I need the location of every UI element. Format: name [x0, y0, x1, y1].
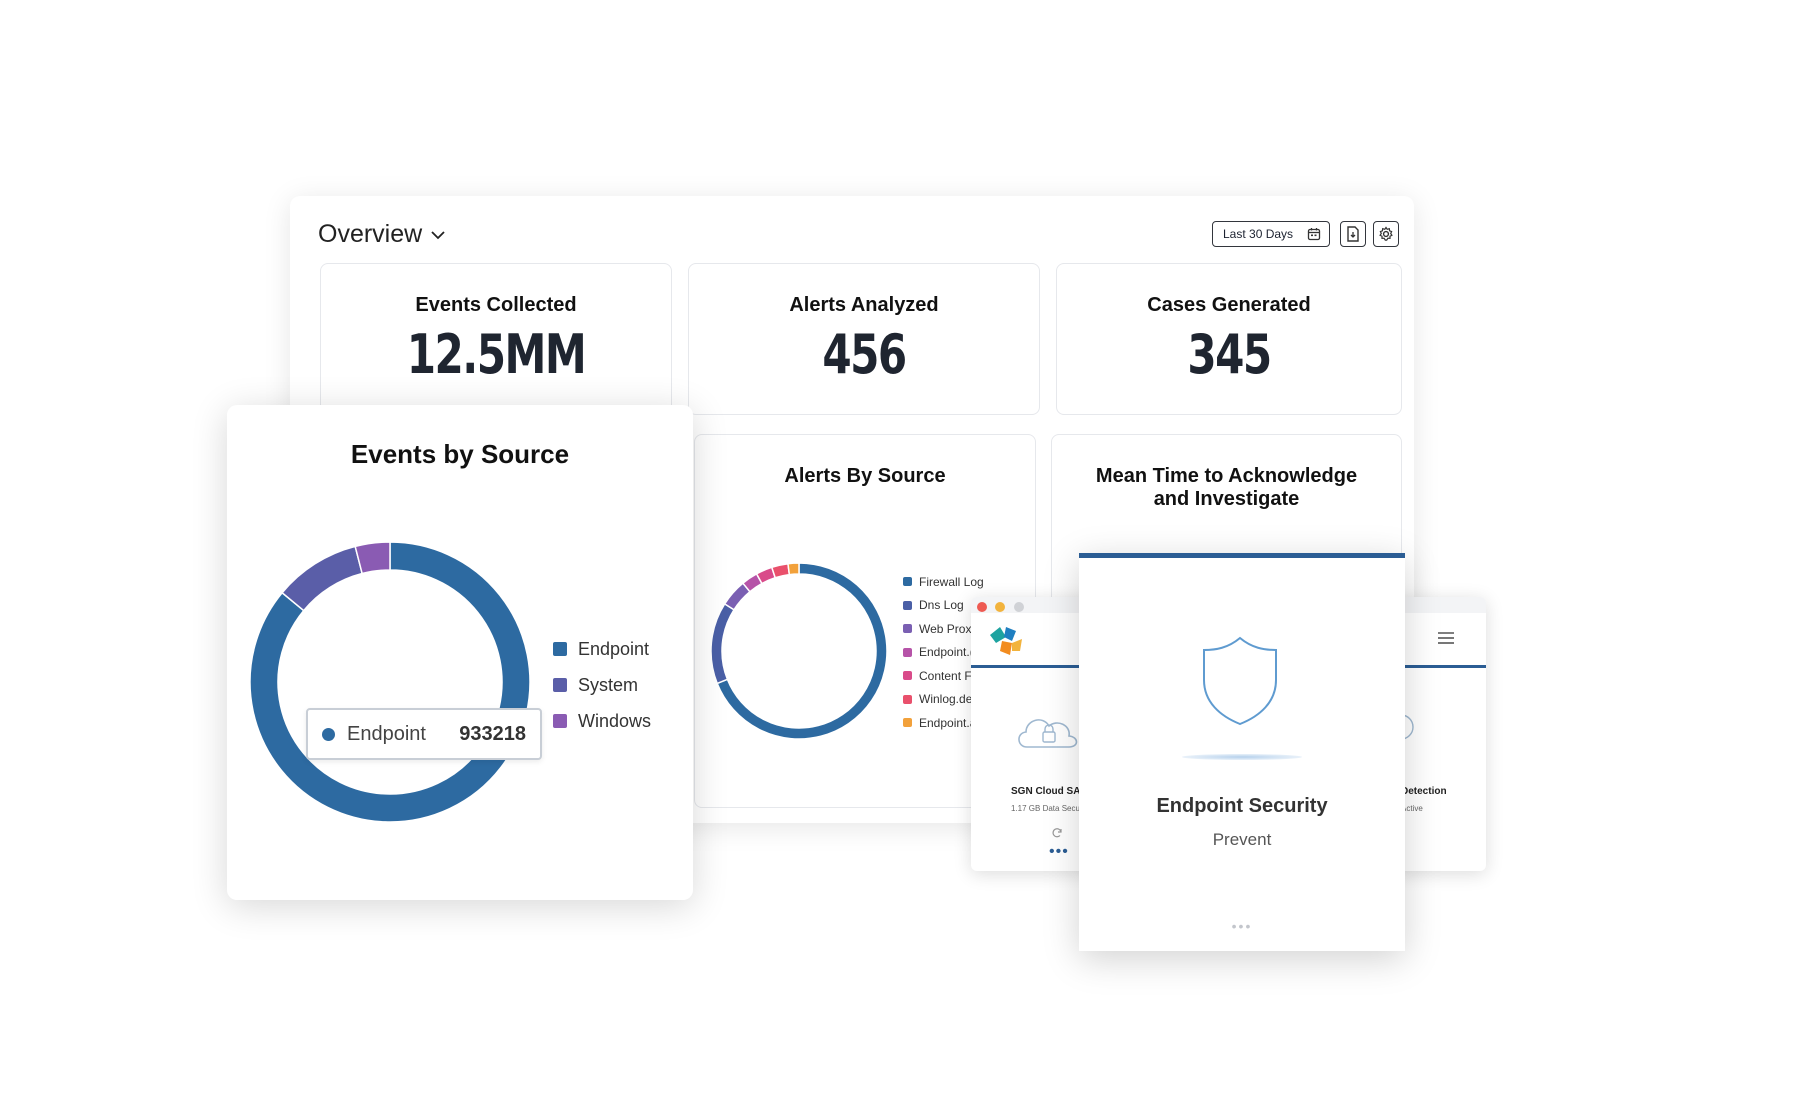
endpoint-status: Prevent: [1212, 830, 1272, 849]
donut-slice-endpoint-a[interactable]: [787, 562, 800, 576]
legend-label: Endpoint.a: [919, 715, 977, 730]
card-title: Events by Source: [350, 439, 570, 469]
legend-item[interactable]: Content F: [903, 664, 984, 688]
legend-swatch: [903, 647, 912, 657]
kpi-label: Cases Generated: [1147, 294, 1311, 316]
close-window-icon[interactable]: [977, 602, 987, 612]
legend-item[interactable]: Endpoint: [553, 631, 651, 667]
legend-item[interactable]: Web Prox: [903, 617, 984, 641]
endpoint-security-card[interactable]: Endpoint Security Prevent •••: [1079, 553, 1405, 951]
tooltip-value: 933218: [459, 722, 526, 745]
legend-label: System: [578, 674, 639, 695]
legend-swatch: [903, 577, 912, 587]
legend-item[interactable]: Windows: [553, 703, 651, 739]
minimize-window-icon[interactable]: [995, 602, 1006, 612]
card-title-line: Mean Time to Acknowledge: [1095, 465, 1358, 487]
window-titlebar: [971, 597, 1101, 613]
tooltip-label: Endpoint: [347, 722, 426, 745]
chart-tooltip: Endpoint 933218: [306, 708, 542, 760]
protection-item-subtitle: Active: [1401, 804, 1423, 813]
date-range-label: Last 30 Days: [1223, 227, 1294, 241]
events-legend: Endpoint System Windows: [553, 631, 651, 739]
kpi-value: 345: [1187, 323, 1272, 386]
protection-item-subtitle: 1.17 GB Data Secu: [1011, 804, 1080, 813]
legend-item[interactable]: Endpoint.a: [903, 711, 984, 735]
settings-button[interactable]: [1373, 221, 1399, 247]
kpi-value: 456: [822, 323, 907, 386]
legend-label: Content F: [919, 668, 972, 683]
legend-item[interactable]: Winlog.de: [903, 688, 984, 712]
export-button[interactable]: [1340, 221, 1366, 247]
legend-swatch: [553, 642, 567, 656]
legend-label: Web Prox: [919, 621, 972, 636]
donut-slice-winlog-de[interactable]: [770, 562, 791, 579]
legend-swatch: [903, 694, 912, 704]
app-logo-icon: [990, 627, 1022, 655]
legend-swatch: [553, 714, 567, 728]
legend-swatch: [903, 671, 912, 681]
card-title-line: and Investigate: [1153, 488, 1300, 510]
hamburger-menu-icon[interactable]: [1436, 630, 1456, 646]
legend-label: Firewall Log: [919, 574, 984, 589]
legend-swatch: [903, 624, 912, 634]
date-range-picker[interactable]: Last 30 Days: [1212, 221, 1330, 247]
events-by-source-card: Events by Source Endpoint System Windows: [227, 405, 693, 900]
legend-swatch: [903, 718, 912, 728]
card-title: Alerts By Source: [784, 465, 946, 487]
chevron-down-icon: [431, 230, 445, 239]
legend-label: Dns Log: [919, 598, 964, 613]
calendar-icon: [1307, 228, 1321, 241]
legend-swatch: [553, 678, 567, 692]
window-titlebar: [1391, 597, 1486, 613]
shield-glow: [1182, 754, 1302, 760]
app-window-right: Detection Active: [1391, 597, 1486, 871]
kpi-label: Alerts Analyzed: [789, 294, 939, 316]
legend-item[interactable]: Endpoint.(: [903, 641, 984, 665]
kpi-events-collected: Events Collected 12.5MM: [320, 263, 672, 415]
legend-label: Winlog.de: [919, 692, 973, 707]
gear-icon: [1379, 226, 1393, 241]
export-file-icon: [1347, 226, 1359, 242]
endpoint-title: Endpoint Security: [1156, 795, 1328, 817]
window-accent-bar: [971, 665, 1101, 668]
legend-label: Windows: [578, 710, 652, 731]
protection-item-title: Detection: [1401, 786, 1447, 797]
legend-item[interactable]: System: [553, 667, 651, 703]
cloud-lock-icon: [1018, 719, 1078, 748]
kpi-cases-generated: Cases Generated 345: [1056, 263, 1402, 415]
donut-slice-system[interactable]: [281, 545, 364, 612]
alerts-legend: Firewall Log Dns Log Web Prox Endpoint.(…: [903, 570, 984, 735]
events-donut-chart: [249, 541, 531, 823]
legend-label: Endpoint.(: [919, 645, 974, 660]
legend-swatch: [903, 600, 912, 610]
shield-icon: [1203, 636, 1277, 726]
more-options-icon[interactable]: •••: [1231, 918, 1253, 934]
tooltip-dot: [322, 727, 335, 741]
legend-item[interactable]: Dns Log: [903, 594, 984, 618]
alerts-donut-chart: [710, 562, 888, 740]
kpi-value: 12.5MM: [406, 323, 587, 386]
kpi-alerts-analyzed: Alerts Analyzed 456: [688, 263, 1040, 415]
legend-label: Endpoint: [578, 638, 650, 659]
donut-slice-windows[interactable]: [354, 541, 391, 575]
window-accent-bar: [1391, 665, 1486, 668]
kpi-label: Events Collected: [415, 294, 577, 316]
card-title: Mean Time to Acknowledge and Investigate: [1052, 465, 1401, 511]
page-title: Overview: [318, 220, 423, 248]
protection-item-title: SGN Cloud SA: [1011, 786, 1081, 797]
refresh-icon[interactable]: [1051, 827, 1063, 839]
overview-dropdown[interactable]: Overview: [318, 220, 446, 249]
donut-slice-dns-log[interactable]: [710, 602, 736, 685]
maximize-window-icon[interactable]: [1013, 602, 1024, 612]
legend-item[interactable]: Firewall Log: [903, 570, 984, 594]
more-options-icon[interactable]: •••: [1049, 843, 1069, 860]
